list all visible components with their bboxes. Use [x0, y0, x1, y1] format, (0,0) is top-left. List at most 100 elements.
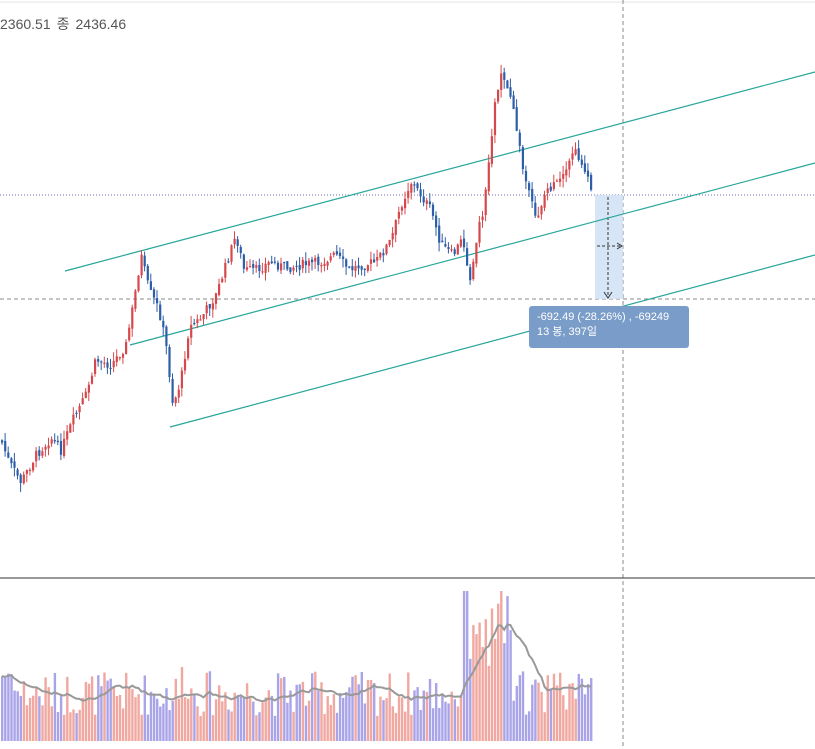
- candle: [351, 259, 354, 277]
- channel-line-2[interactable]: [129, 162, 815, 346]
- candle: [140, 250, 143, 279]
- volume-bar: [338, 693, 342, 741]
- candle: [137, 274, 140, 293]
- volume-bar: [50, 706, 53, 741]
- candle: [109, 358, 112, 375]
- channel-line-1[interactable]: [64, 71, 815, 272]
- candle: [490, 128, 493, 168]
- volume-bar: [199, 715, 202, 741]
- measure-tool[interactable]: [595, 195, 623, 299]
- candle: [270, 255, 273, 265]
- candle: [444, 237, 447, 248]
- candle: [379, 251, 382, 261]
- candle: [242, 253, 245, 274]
- candle: [416, 182, 419, 191]
- candle: [540, 204, 543, 220]
- candle: [264, 257, 267, 281]
- candle: [121, 352, 125, 364]
- candle: [478, 216, 481, 248]
- candle: [205, 301, 208, 320]
- volume-bar: [431, 708, 435, 741]
- candle: [196, 314, 199, 329]
- volume-bar: [332, 694, 336, 741]
- volume-bar: [345, 692, 348, 741]
- candle: [531, 182, 534, 209]
- price-legend: 2360.51 종 2436.46: [0, 14, 132, 34]
- volume-bar: [276, 673, 280, 741]
- candle: [44, 444, 47, 457]
- volume-bar: [568, 683, 571, 741]
- candle: [298, 257, 301, 276]
- volume-bar: [438, 708, 441, 741]
- candle: [382, 248, 385, 263]
- candle: [534, 196, 537, 218]
- volume-bar: [366, 680, 370, 741]
- candle: [227, 258, 230, 264]
- candle: [400, 205, 404, 216]
- candle: [354, 260, 357, 278]
- volume-bar: [506, 596, 509, 741]
- candle: [146, 263, 149, 284]
- candle: [94, 357, 97, 377]
- volume-bar: [255, 715, 258, 741]
- candle: [469, 264, 472, 285]
- volume-bar: [13, 690, 16, 741]
- volume-bar: [456, 706, 460, 741]
- candle: [112, 352, 115, 373]
- volume-bar: [348, 687, 351, 741]
- candle: [258, 258, 261, 278]
- candle: [118, 356, 121, 361]
- volume-bar: [500, 591, 503, 741]
- volume-bar: [264, 697, 267, 741]
- candle: [366, 264, 369, 273]
- candle: [546, 183, 549, 201]
- volume-bar: [400, 697, 404, 741]
- volume-bar: [252, 701, 255, 741]
- candle: [472, 258, 475, 281]
- candle: [87, 381, 90, 401]
- candle: [233, 231, 236, 249]
- volume-bar: [177, 698, 181, 741]
- volume-bar: [205, 672, 208, 741]
- volume-bar: [131, 689, 134, 741]
- candle: [565, 161, 568, 183]
- volume-bar: [292, 711, 295, 741]
- volume-bar: [227, 709, 230, 741]
- volume-bar: [493, 638, 497, 741]
- volume-bar: [53, 672, 57, 741]
- candle: [376, 249, 379, 267]
- volume-bar: [441, 694, 444, 741]
- candle: [115, 349, 118, 367]
- candle: [16, 467, 19, 480]
- volume-bar: [115, 696, 119, 741]
- regression-channel[interactable]: [64, 71, 815, 428]
- candle: [245, 261, 249, 272]
- volume-bar: [540, 691, 543, 741]
- candle: [75, 410, 78, 418]
- volume-bar: [534, 679, 537, 741]
- channel-line-3[interactable]: [169, 254, 815, 428]
- candle: [462, 229, 466, 252]
- candle: [329, 253, 332, 263]
- volume-bar: [78, 709, 81, 741]
- volume-bar: [552, 673, 556, 741]
- candle: [183, 351, 187, 375]
- candle: [38, 446, 41, 461]
- volume-bar: [38, 696, 41, 741]
- candle: [394, 219, 397, 243]
- volume-bar: [69, 712, 72, 741]
- volume-bar: [583, 694, 587, 741]
- candle: [475, 242, 478, 268]
- candle: [357, 257, 360, 275]
- volume-bar: [196, 706, 199, 741]
- candle: [562, 165, 565, 188]
- volume-bar: [518, 675, 522, 741]
- candle: [230, 244, 233, 265]
- candle: [307, 257, 311, 273]
- volume-bar: [125, 672, 128, 741]
- candle: [84, 387, 87, 399]
- volume-bar: [298, 684, 301, 741]
- candle: [187, 336, 190, 361]
- volume-bar: [230, 711, 233, 741]
